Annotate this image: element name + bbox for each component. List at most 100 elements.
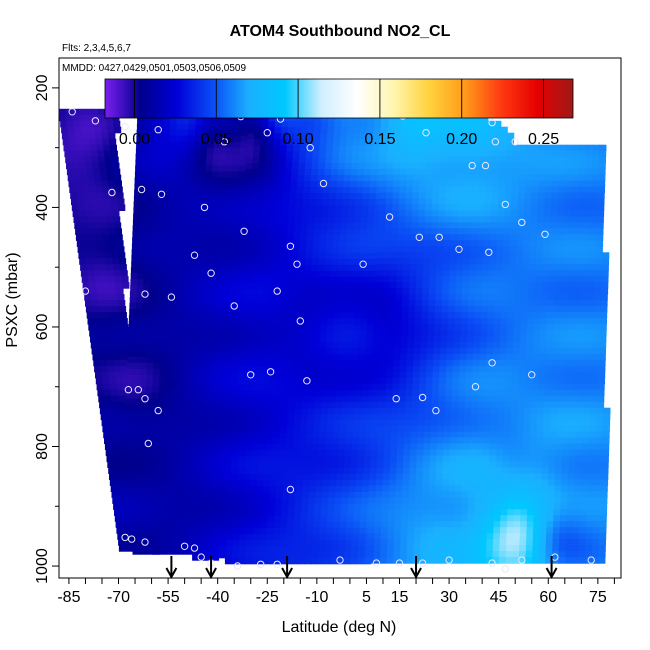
heatmap-cell — [418, 204, 426, 211]
heatmap-cell — [219, 153, 227, 161]
heatmap-cell — [446, 156, 454, 164]
heatmap-cell — [453, 353, 461, 361]
heatmap-cell — [173, 189, 181, 197]
heatmap-cell — [133, 207, 141, 214]
heatmap-cell — [348, 306, 356, 314]
heatmap-cell — [135, 315, 143, 322]
heatmap-cell — [61, 126, 69, 134]
heatmap-cell — [367, 121, 375, 128]
heatmap-cell — [337, 360, 345, 367]
heatmap-cell — [446, 359, 454, 367]
heatmap-cell — [406, 365, 414, 373]
heatmap-cell — [291, 551, 299, 559]
heatmap-cell — [377, 246, 385, 253]
heatmap-cell — [425, 210, 433, 217]
heatmap-cell — [221, 327, 229, 334]
heatmap-cell — [390, 437, 398, 445]
heatmap-cell — [237, 474, 245, 481]
heatmap-cell — [214, 422, 222, 430]
heatmap-cell — [361, 205, 369, 212]
heatmap-cell — [292, 157, 300, 164]
heatmap-cell — [197, 183, 205, 191]
heatmap-cell — [169, 141, 177, 149]
heatmap-cell — [105, 353, 113, 361]
heatmap-cell — [388, 300, 397, 307]
heatmap-cell — [289, 288, 297, 296]
heatmap-cell — [85, 114, 94, 122]
heatmap-cell — [153, 368, 161, 376]
heatmap-cell — [300, 223, 309, 230]
heatmap-cell — [229, 396, 237, 403]
heatmap-cell — [171, 464, 179, 471]
heatmap-cell — [227, 231, 235, 238]
heatmap-cell — [188, 315, 196, 322]
heatmap-cell — [238, 462, 246, 469]
heatmap-cell — [377, 443, 385, 451]
heatmap-cell — [473, 144, 481, 152]
heatmap-cell — [421, 318, 429, 325]
heatmap-cell — [467, 335, 475, 343]
heatmap-cell — [403, 246, 412, 253]
heatmap-cell — [491, 204, 499, 211]
heatmap-cell — [147, 350, 155, 358]
heatmap-cell — [426, 359, 434, 367]
heatmap-cell — [480, 318, 488, 325]
heatmap-cell — [160, 434, 168, 442]
heatmap-cell — [339, 145, 347, 152]
heatmap-cell — [414, 138, 422, 146]
heatmap-cell — [236, 486, 244, 493]
heatmap-cell — [239, 159, 247, 167]
heatmap-cell — [414, 330, 422, 337]
heatmap-cell — [84, 246, 92, 253]
heatmap-cell — [200, 332, 208, 340]
heatmap-cell — [123, 341, 132, 349]
heatmap-cell — [285, 348, 293, 356]
heatmap-cell — [338, 163, 346, 170]
heatmap-cell — [251, 175, 259, 182]
heatmap-cell — [319, 527, 327, 535]
heatmap-cell — [474, 300, 482, 307]
heatmap-cell — [492, 359, 500, 367]
heatmap-cell — [447, 527, 455, 534]
heatmap-cell — [248, 223, 256, 230]
heatmap-cell — [148, 171, 156, 179]
heatmap-cell — [197, 476, 205, 483]
heatmap-cell — [88, 276, 96, 283]
heatmap-cell — [209, 117, 217, 125]
heatmap-cell — [193, 243, 201, 250]
heatmap-cell — [177, 189, 185, 197]
heatmap-cell — [386, 557, 394, 564]
heatmap-cell — [123, 440, 131, 448]
heatmap-cell — [267, 324, 275, 332]
heatmap-cell — [491, 395, 499, 403]
heatmap-cell — [208, 225, 216, 232]
heatmap-cell — [496, 258, 504, 265]
heatmap-cell — [426, 156, 435, 164]
heatmap-cell — [362, 474, 371, 481]
heatmap-cell — [388, 126, 396, 134]
heatmap-cell — [232, 348, 240, 356]
heatmap-cell — [200, 237, 208, 244]
heatmap-cell — [270, 181, 278, 188]
heatmap-cell — [240, 330, 248, 338]
heatmap-cell — [90, 288, 98, 295]
heatmap-cell — [226, 438, 234, 445]
heatmap-cell — [131, 243, 140, 250]
heatmap-cell — [236, 300, 244, 308]
heatmap-cell — [156, 291, 164, 298]
heatmap-cell — [214, 332, 222, 340]
heatmap-cell — [498, 383, 506, 391]
heatmap-cell — [97, 198, 105, 206]
heatmap-cell — [452, 168, 461, 176]
heatmap-cell — [202, 117, 210, 125]
heatmap-cell — [207, 135, 215, 143]
heatmap-cell — [438, 204, 446, 211]
heatmap-cell — [378, 401, 386, 409]
heatmap-cell — [217, 476, 225, 483]
heatmap-cell — [346, 145, 354, 152]
heatmap-cell — [448, 491, 456, 498]
heatmap-cell — [369, 193, 377, 200]
heatmap-cell — [291, 557, 299, 565]
heatmap-cell — [273, 527, 281, 535]
heatmap-cell — [146, 524, 154, 531]
